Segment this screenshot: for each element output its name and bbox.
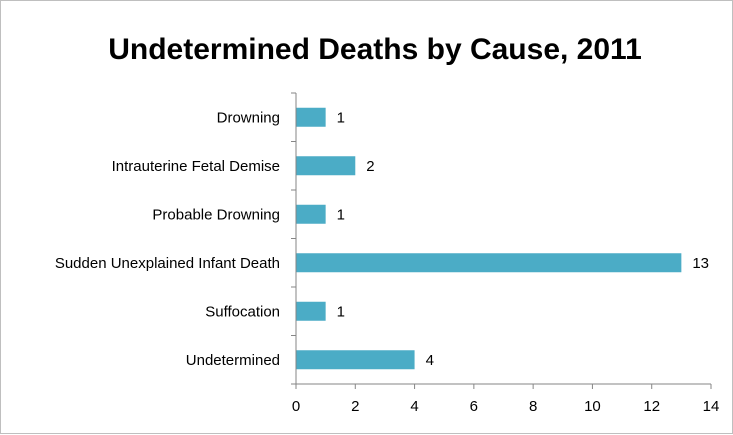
- x-tick-label: 2: [351, 398, 359, 415]
- data-label: 1: [337, 206, 345, 223]
- x-tick-label: 14: [703, 398, 720, 415]
- data-label: 1: [337, 303, 345, 320]
- bar: [296, 350, 415, 370]
- x-tick-label: 4: [410, 398, 418, 415]
- bar: [296, 107, 326, 127]
- data-label: 4: [426, 352, 434, 369]
- bar: [296, 253, 682, 273]
- category-label: Intrauterine Fetal Demise: [112, 158, 280, 175]
- bar: [296, 156, 356, 176]
- chart-title: Undetermined Deaths by Cause, 2011: [108, 33, 642, 66]
- category-label: Undetermined: [186, 352, 280, 369]
- bar: [296, 301, 326, 321]
- x-tick-label: 6: [470, 398, 478, 415]
- x-tick-label: 8: [529, 398, 537, 415]
- chart-axes: [291, 92, 712, 389]
- category-label: Probable Drowning: [152, 206, 280, 223]
- category-label: Suffocation: [205, 303, 280, 320]
- x-tick-label: 10: [584, 398, 601, 415]
- bars-group: [296, 107, 682, 370]
- category-label: Drowning: [217, 109, 280, 126]
- data-label: 1: [337, 109, 345, 126]
- bar: [296, 204, 326, 224]
- x-tick-label: 12: [643, 398, 660, 415]
- category-label: Sudden Unexplained Infant Death: [55, 255, 280, 272]
- data-label: 2: [366, 158, 374, 175]
- data-label: 13: [692, 255, 709, 272]
- x-tick-label: 0: [292, 398, 300, 415]
